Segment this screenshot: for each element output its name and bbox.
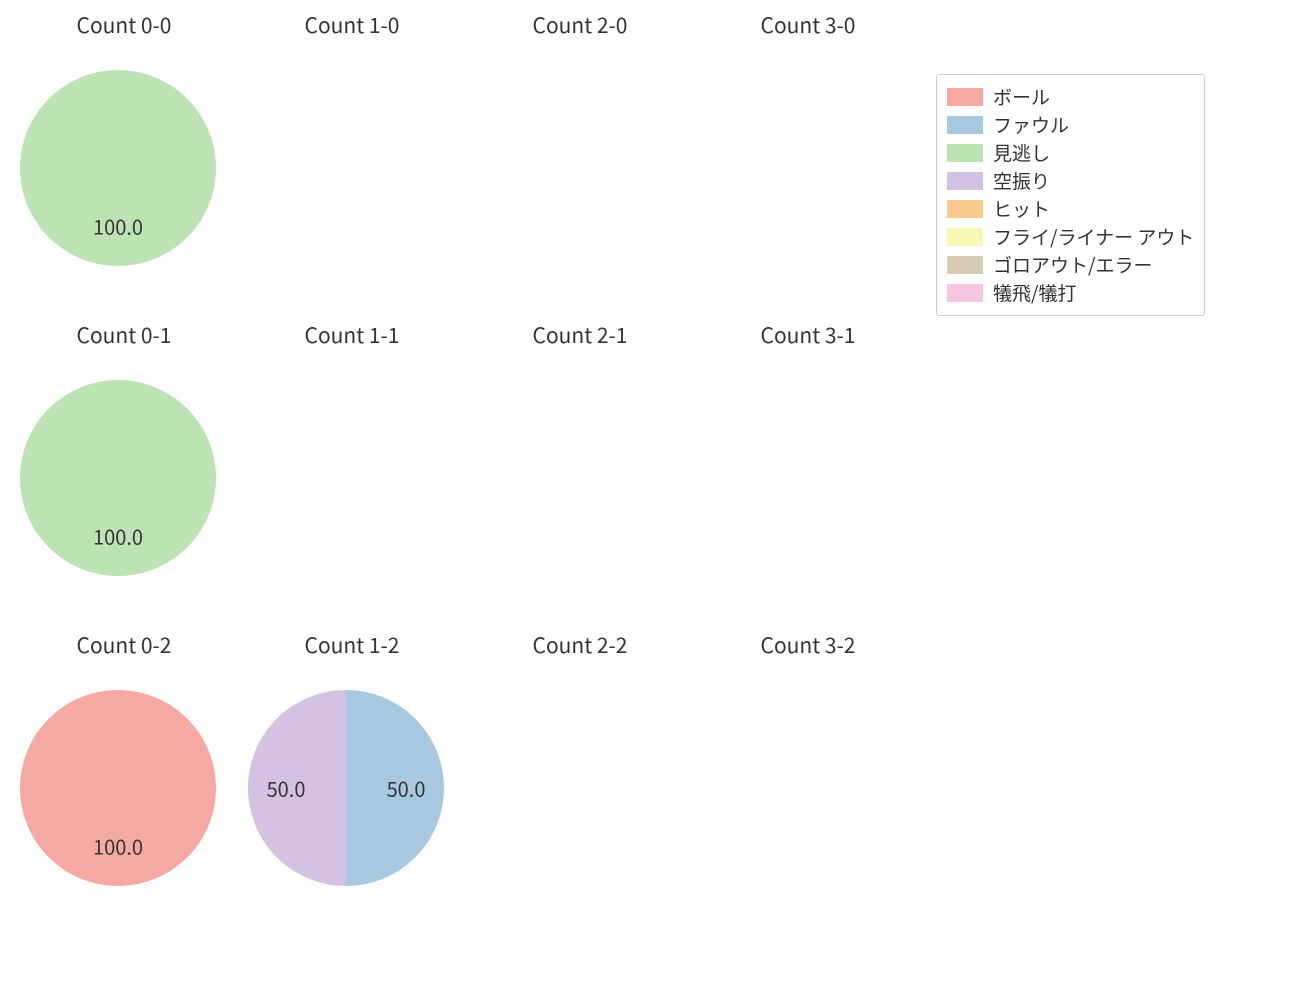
panel-title: Count 1-0: [305, 10, 400, 40]
panel-c12: Count 1-2 50.0 50.0: [238, 630, 466, 940]
legend-item-groundout: ゴロアウト/エラー: [947, 251, 1194, 279]
slice-label: 100.0: [93, 212, 143, 241]
panel-c21: Count 2-1: [466, 320, 694, 630]
legend-item-swinging: 空振り: [947, 167, 1194, 195]
panel-c32: Count 3-2: [694, 630, 922, 940]
legend-label: 犠飛/犠打: [993, 279, 1076, 307]
panel-c11: Count 1-1: [238, 320, 466, 630]
panel-c02: Count 0-2 100.0: [10, 630, 238, 940]
legend-label: フライ/ライナー アウト: [993, 223, 1194, 251]
legend-item-ball: ボール: [947, 83, 1194, 111]
slice-label: 100.0: [93, 832, 143, 861]
panel-c22: Count 2-2: [466, 630, 694, 940]
panel-title: Count 1-1: [305, 320, 400, 350]
legend-label: ゴロアウト/エラー: [993, 251, 1152, 279]
panel-c01: Count 0-1 100.0: [10, 320, 238, 630]
legend-label: 見逃し: [993, 139, 1050, 167]
legend-swatch: [947, 88, 983, 106]
panel-title: Count 2-2: [533, 630, 628, 660]
legend-item-foul: ファウル: [947, 111, 1194, 139]
legend-swatch: [947, 256, 983, 274]
legend-swatch: [947, 116, 983, 134]
legend: ボールファウル見逃し空振りヒットフライ/ライナー アウトゴロアウト/エラー犠飛/…: [936, 74, 1205, 316]
panel-c10: Count 1-0: [238, 10, 466, 320]
legend-swatch: [947, 228, 983, 246]
panel-c30: Count 3-0: [694, 10, 922, 320]
panel-c31: Count 3-1: [694, 320, 922, 630]
panel-title: Count 0-0: [77, 10, 172, 40]
panel-title: Count 3-2: [761, 630, 856, 660]
legend-swatch: [947, 200, 983, 218]
legend-item-flyout: フライ/ライナー アウト: [947, 223, 1194, 251]
legend-label: ファウル: [993, 111, 1069, 139]
legend-item-looking: 見逃し: [947, 139, 1194, 167]
panel-c00: Count 0-0 100.0: [10, 10, 238, 320]
legend-item-sac: 犠飛/犠打: [947, 279, 1194, 307]
panel-title: Count 3-1: [761, 320, 856, 350]
panel-title: Count 2-1: [533, 320, 628, 350]
legend-swatch: [947, 144, 983, 162]
legend-swatch: [947, 172, 983, 190]
legend-item-hit: ヒット: [947, 195, 1194, 223]
panel-title: Count 1-2: [305, 630, 400, 660]
slice-label: 100.0: [93, 522, 143, 551]
legend-label: ヒット: [993, 195, 1050, 223]
panel-title: Count 2-0: [533, 10, 628, 40]
panel-c20: Count 2-0: [466, 10, 694, 320]
panel-title: Count 0-1: [77, 320, 172, 350]
panel-title: Count 0-2: [77, 630, 172, 660]
slice-label: 50.0: [267, 774, 306, 803]
legend-label: ボール: [993, 83, 1050, 111]
panel-title: Count 3-0: [761, 10, 856, 40]
legend-swatch: [947, 284, 983, 302]
slice-label: 50.0: [387, 774, 426, 803]
legend-label: 空振り: [993, 167, 1050, 195]
